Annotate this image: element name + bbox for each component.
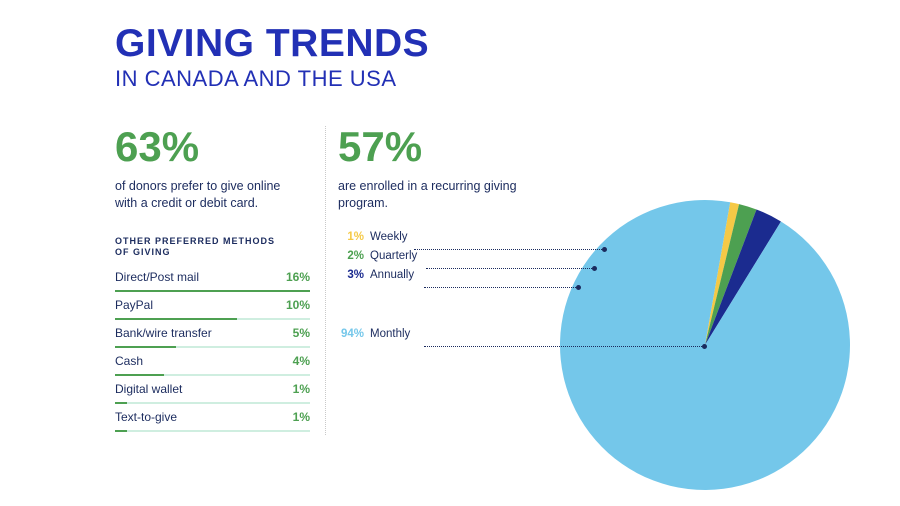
left-blurb: of donors prefer to give online with a c… <box>115 178 305 212</box>
method-track <box>115 430 310 432</box>
col-left: 63% of donors prefer to give online with… <box>115 126 325 435</box>
right-pct: 57% <box>338 126 555 168</box>
method-bar <box>115 346 176 348</box>
method-track <box>115 402 310 404</box>
title-sub: IN CANADA AND THE USA <box>115 66 850 92</box>
method-row: Text-to-give 1% <box>115 407 310 435</box>
method-value: 4% <box>293 354 310 368</box>
method-row: Bank/wire transfer 5% <box>115 323 310 351</box>
method-label: Text-to-give <box>115 410 177 424</box>
method-label: Cash <box>115 354 143 368</box>
method-bar <box>115 374 164 376</box>
legend-label: Weekly <box>370 231 408 243</box>
method-label: PayPal <box>115 298 153 312</box>
methods-header-l2: OF GIVING <box>115 247 171 257</box>
leader-dot <box>576 285 581 290</box>
method-row: Direct/Post mail 16% <box>115 267 310 295</box>
method-bar <box>115 290 310 292</box>
method-label: Bank/wire transfer <box>115 326 212 340</box>
leader-weekly <box>414 249 604 250</box>
method-value: 10% <box>286 298 310 312</box>
method-label: Direct/Post mail <box>115 270 199 284</box>
legend-value: 94% <box>338 328 364 340</box>
legend-row-weekly: 1% Weekly <box>338 228 555 247</box>
method-row: Digital wallet 1% <box>115 379 310 407</box>
title-block: GIVING TRENDS IN CANADA AND THE USA <box>115 22 850 92</box>
leader-dot <box>602 247 607 252</box>
method-value: 16% <box>286 270 310 284</box>
left-pct: 63% <box>115 126 325 168</box>
leader-annually <box>424 287 578 288</box>
leader-dot <box>702 344 707 349</box>
leader-monthly <box>424 346 704 347</box>
title-main: GIVING TRENDS <box>115 22 850 66</box>
method-row: Cash 4% <box>115 351 310 379</box>
method-row: PayPal 10% <box>115 295 310 323</box>
page: GIVING TRENDS IN CANADA AND THE USA 63% … <box>0 0 900 506</box>
legend-label: Quarterly <box>370 250 417 262</box>
leader-dot <box>592 266 597 271</box>
method-bar <box>115 402 127 404</box>
method-label: Digital wallet <box>115 382 182 396</box>
legend-value: 1% <box>338 231 364 243</box>
right-blurb: are enrolled in a recurring giving progr… <box>338 178 528 212</box>
legend-label: Monthly <box>370 328 410 340</box>
methods-header: OTHER PREFERRED METHODS OF GIVING <box>115 236 325 259</box>
method-value: 1% <box>293 410 310 424</box>
method-value: 1% <box>293 382 310 396</box>
leader-quarterly <box>426 268 594 269</box>
methods-list: Direct/Post mail 16% PayPal 10% Bank/wire tr… <box>115 267 310 435</box>
methods-header-l1: OTHER PREFERRED METHODS <box>115 236 275 246</box>
pie-legend: 1% Weekly 2% Quarterly 3% Annually 94% Monthly <box>338 228 555 344</box>
legend-label: Annually <box>370 269 414 281</box>
method-bar <box>115 318 237 320</box>
method-bar <box>115 430 127 432</box>
col-right: 57% are enrolled in a recurring giving p… <box>325 126 555 435</box>
legend-row-monthly: 94% Monthly <box>338 325 555 344</box>
legend-value: 2% <box>338 250 364 262</box>
method-value: 5% <box>293 326 310 340</box>
legend-value: 3% <box>338 269 364 281</box>
